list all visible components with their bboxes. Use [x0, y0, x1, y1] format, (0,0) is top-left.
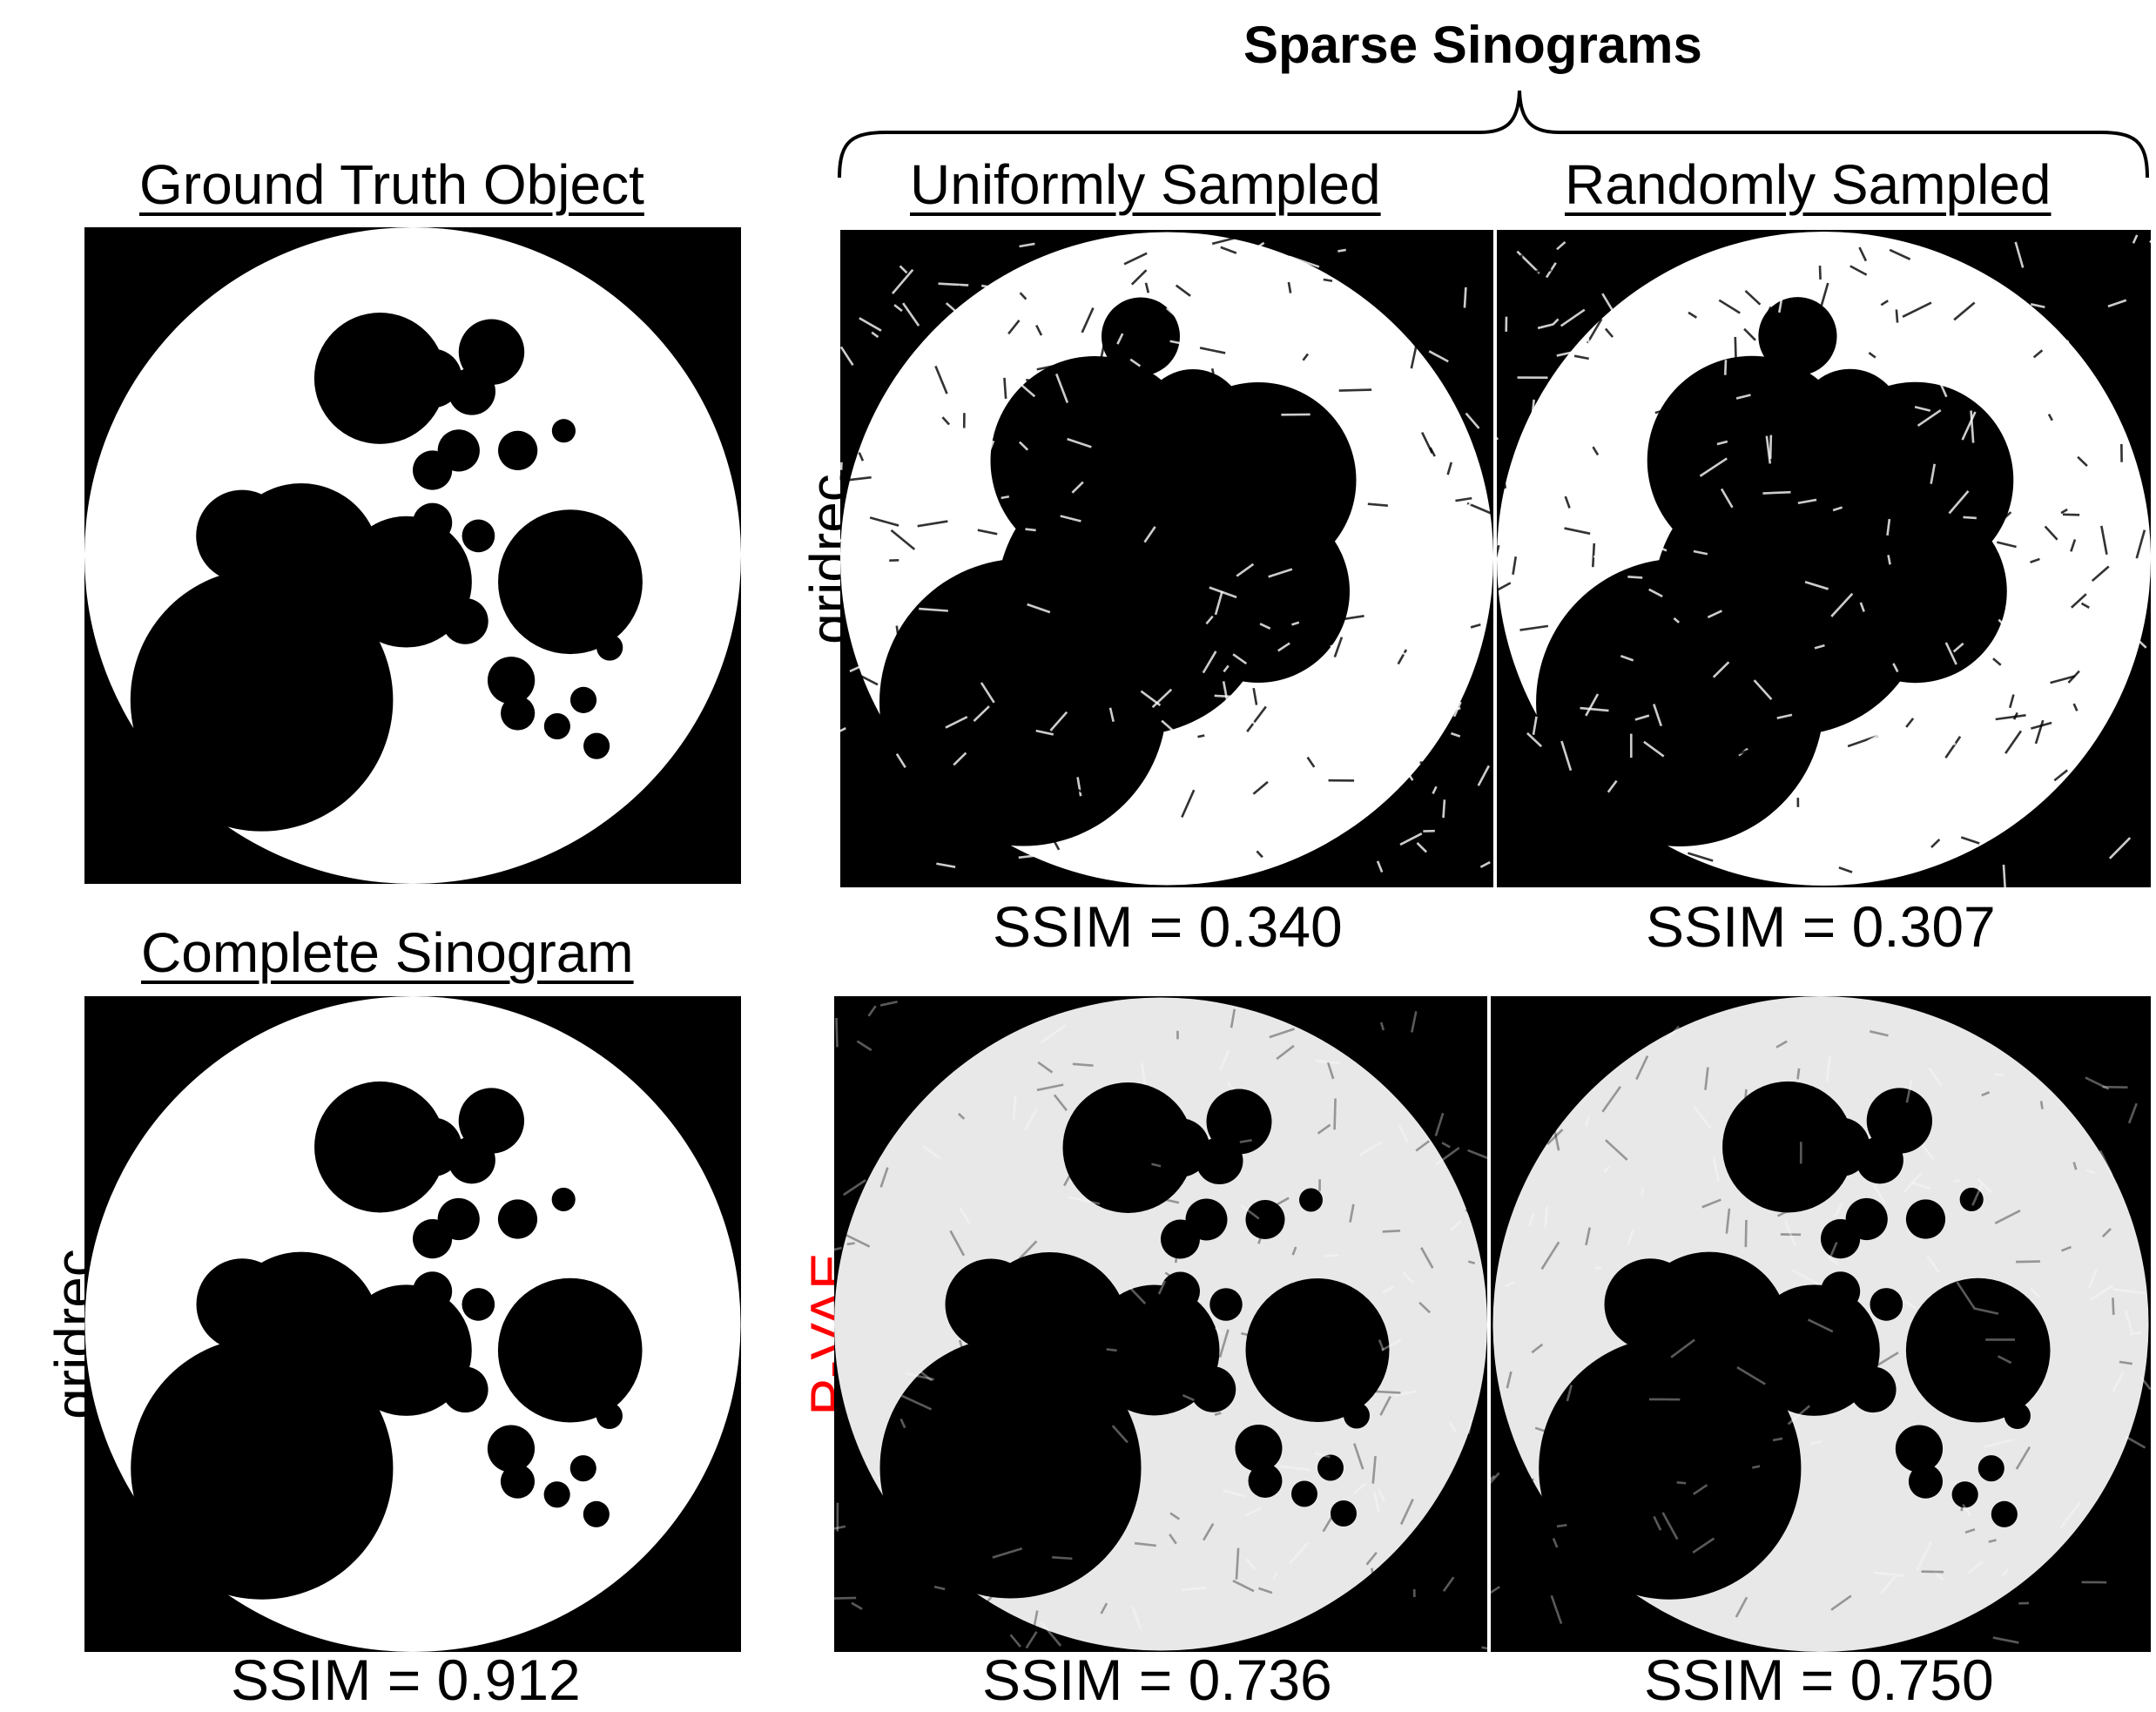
uniform-pvae-image: [834, 996, 1487, 1652]
phantom-hole: [1742, 1318, 1782, 1357]
phantom-hole: [1906, 1199, 1945, 1238]
phantom-hole: [498, 1278, 643, 1423]
phantom-hole: [1167, 500, 1350, 683]
ssim-random-pvae: SSIM = 0.750: [1644, 1651, 1994, 1709]
phantom-hole: [570, 687, 596, 713]
random-gridrec-image: [1497, 230, 2151, 887]
phantom-hole: [552, 419, 576, 442]
phantom-hole: [1605, 1258, 1696, 1350]
phantom-hole: [1209, 1288, 1243, 1321]
phantom-hole: [596, 634, 623, 660]
phantom-hole: [1291, 1481, 1317, 1507]
header-uniformly-sampled: Uniformly Sampled: [910, 157, 1381, 212]
phantom-hole: [1870, 1288, 1903, 1321]
phantom-hole: [1317, 1455, 1344, 1481]
phantom-hole: [1952, 1481, 1978, 1507]
phantom-hole: [544, 1481, 570, 1507]
ground-truth-image: [84, 227, 741, 884]
phantom-hole: [1066, 1386, 1112, 1432]
header-randomly-sampled: Randomly Sampled: [1565, 157, 2052, 212]
phantom-hole: [1249, 1464, 1283, 1498]
phantom-hole: [946, 1259, 1037, 1351]
phantom-hole: [1906, 1278, 2051, 1423]
phantom-hole: [318, 618, 364, 664]
uniform-pvae-svg: [834, 996, 1487, 1652]
phantom-hole: [1161, 1220, 1200, 1259]
phantom-hole: [1821, 1271, 1860, 1311]
random-pvae-image: [1491, 996, 2151, 1652]
phantom-hole: [197, 1258, 288, 1350]
phantom-hole: [1821, 1219, 1860, 1258]
phantom-hole: [1856, 1136, 1903, 1183]
phantom-hole: [448, 367, 495, 415]
phantom-hole: [2004, 1403, 2031, 1429]
phantom-hole: [501, 696, 535, 730]
ssim-uniform-gridrec: SSIM = 0.340: [993, 898, 1343, 955]
phantom-hole: [501, 1465, 535, 1499]
phantom-hole: [334, 549, 374, 588]
phantom-hole: [1246, 1278, 1390, 1422]
complete-gridrec-svg: [84, 996, 741, 1652]
phantom-hole: [596, 1403, 623, 1429]
phantom-hole: [498, 431, 537, 470]
phantom-hole: [442, 598, 488, 644]
phantom-hole: [413, 503, 452, 543]
phantom-hole: [318, 1386, 364, 1432]
phantom-hole: [1726, 1386, 1772, 1432]
phantom-hole: [413, 1271, 452, 1311]
complete-gridrec-image: [84, 996, 741, 1652]
phantom-hole: [498, 1199, 537, 1238]
phantom-hole: [583, 1501, 610, 1527]
phantom-hole: [1236, 1425, 1283, 1472]
phantom-hole: [413, 450, 452, 489]
phantom-hole: [552, 1188, 576, 1211]
random-pvae-svg: [1491, 996, 2151, 1652]
phantom-hole: [1991, 1501, 2018, 1527]
phantom-hole: [1187, 421, 1252, 487]
uniform-gridrec-image: [840, 230, 1493, 887]
phantom-hole: [448, 1136, 495, 1183]
phantom-hole: [488, 657, 535, 704]
phantom-hole: [1190, 1366, 1236, 1412]
phantom-hole: [583, 733, 610, 759]
ssim-uniform-pvae: SSIM = 0.736: [982, 1651, 1332, 1709]
ssim-random-gridrec: SSIM = 0.307: [1646, 898, 1996, 955]
phantom-hole: [1344, 1403, 1370, 1429]
phantom-hole: [1299, 1189, 1323, 1212]
phantom-hole: [196, 490, 288, 583]
random-gridrec-svg: [1497, 230, 2151, 887]
phantom-hole: [334, 1318, 374, 1357]
phantom-hole: [1161, 1272, 1200, 1311]
header-ground-truth: Ground Truth Object: [139, 157, 644, 212]
phantom-hole: [442, 1366, 488, 1412]
uniform-gridrec-svg: [840, 230, 1493, 887]
phantom-hole: [1246, 1200, 1285, 1239]
phantom-hole: [544, 713, 570, 739]
phantom-hole: [462, 1288, 495, 1321]
phantom-hole: [413, 1219, 452, 1258]
ground-truth-svg: [84, 227, 741, 884]
ssim-complete-gridrec: SSIM = 0.912: [231, 1651, 581, 1709]
phantom-hole: [1896, 1425, 1943, 1472]
phantom-hole: [488, 1425, 535, 1472]
phantom-hole: [1843, 421, 1909, 487]
header-complete-sinogram: Complete Sinogram: [141, 925, 634, 981]
phantom-hole: [1909, 1465, 1943, 1499]
figure-title: Sparse Sinograms: [1243, 19, 1702, 71]
phantom-hole: [1196, 1137, 1243, 1184]
phantom-hole: [570, 1455, 596, 1481]
phantom-hole: [1850, 1366, 1897, 1412]
phantom-hole: [498, 509, 643, 654]
phantom-hole: [1824, 500, 2007, 683]
phantom-hole: [462, 520, 495, 553]
phantom-hole: [1978, 1455, 2004, 1481]
